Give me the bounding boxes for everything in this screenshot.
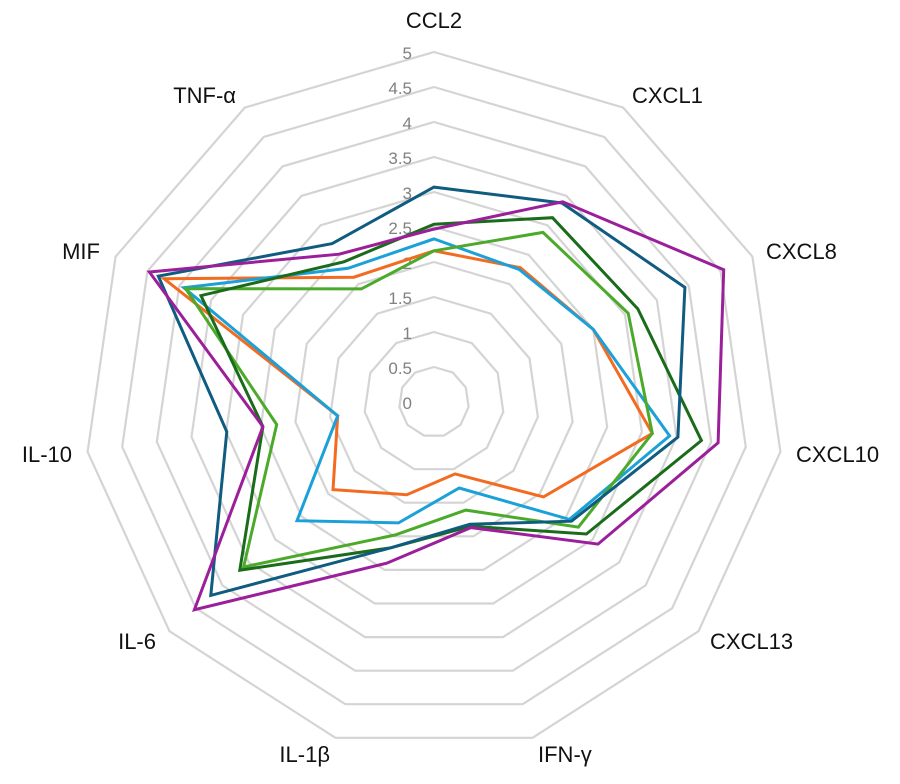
tick-label-3: 3 (403, 184, 412, 203)
axis-label-cxcl1: CXCL1 (632, 83, 703, 108)
series-line-4 (198, 216, 704, 572)
grid-ring-1.5 (328, 295, 540, 504)
grid-ring-2.5 (259, 225, 609, 572)
radar-grid (86, 50, 782, 739)
grid-ring-4.5 (121, 85, 747, 706)
axis-label-ifn-gamma: IFN-γ (538, 742, 592, 767)
grid-ring-5 (86, 50, 782, 739)
series-line-3 (182, 230, 654, 569)
series-line-2 (180, 237, 672, 525)
axis-label-il-10: IL-10 (22, 442, 72, 467)
axis-label-cxcl13: CXCL13 (710, 629, 793, 654)
axis-label-mif: MIF (62, 239, 100, 264)
axis-label-ccl2: CCL2 (406, 8, 462, 33)
tick-label-0: 0 (403, 394, 412, 413)
tick-label-3.5: 3.5 (388, 149, 412, 168)
axis-label-cxcl8: CXCL8 (766, 239, 837, 264)
axis-labels: CCL2 CXCL1 CXCL8 CXCL10 CXCL13 IFN-γ IL-… (22, 8, 879, 767)
tick-label-5: 5 (403, 44, 412, 63)
tick-label-2.5: 2.5 (388, 219, 412, 238)
tick-label-4: 4 (403, 114, 412, 133)
axis-label-cxcl10: CXCL10 (796, 442, 879, 467)
axis-label-il-6: IL-6 (118, 629, 156, 654)
series-line-5 (156, 185, 687, 598)
tick-label-1: 1 (403, 324, 412, 343)
axis-label-il-1beta: IL-1β (279, 742, 330, 767)
grid-ring-0.5 (398, 365, 470, 437)
axis-label-tnf-alpha: TNF-α (173, 83, 236, 108)
tick-label-0.5: 0.5 (388, 359, 412, 378)
series-line-6 (146, 200, 726, 612)
tick-label-1.5: 1.5 (388, 289, 412, 308)
grid-ring-1 (363, 330, 505, 471)
data-series (146, 185, 726, 612)
grid-ring-4 (155, 120, 713, 672)
tick-label-4.5: 4.5 (388, 79, 412, 98)
